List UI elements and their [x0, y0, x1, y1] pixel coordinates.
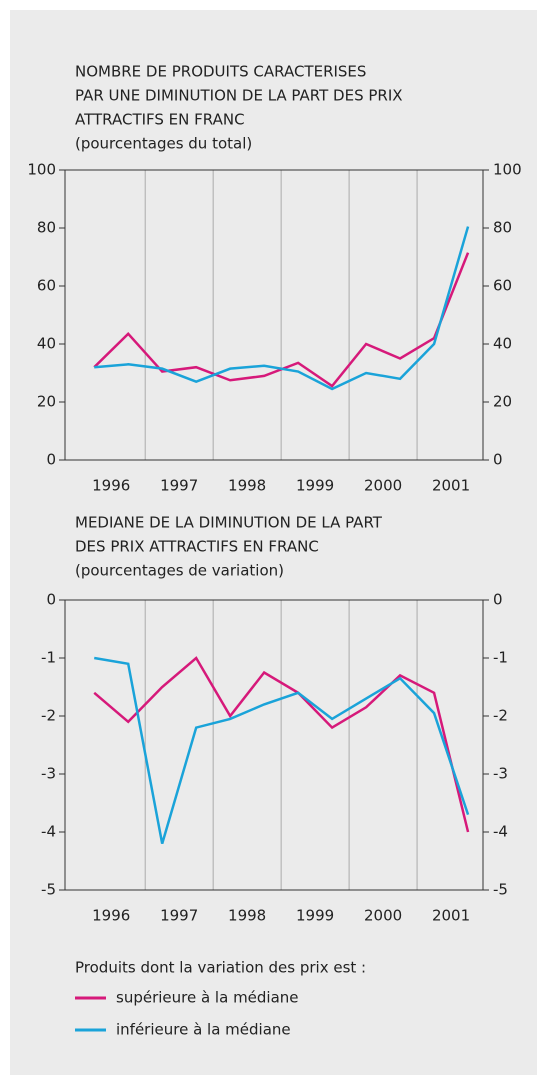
chart-subtitle: (pourcentages du total): [75, 135, 252, 153]
y2-tick-label: 0: [493, 451, 503, 469]
y-tick-label: -4: [41, 823, 56, 841]
y2-tick-label: -2: [493, 707, 508, 725]
y-tick-label: -5: [41, 881, 56, 899]
y2-tick-label: 80: [493, 219, 512, 237]
legend-label: inférieure à la médiane: [116, 1021, 291, 1039]
y2-tick-label: 60: [493, 277, 512, 295]
x-tick-label: 2001: [432, 477, 470, 495]
y-tick-label: 60: [37, 277, 56, 295]
y2-tick-label: 20: [493, 393, 512, 411]
x-tick-label: 1997: [160, 477, 198, 495]
legend-label: supérieure à la médiane: [116, 989, 299, 1007]
plot-frame: [64, 169, 484, 461]
x-tick-label: 1998: [228, 477, 266, 495]
legend-title: Produits dont la variation des prix est …: [75, 959, 366, 977]
y-tick-label: 40: [37, 335, 56, 353]
plot-frame: [64, 599, 484, 891]
x-tick-label: 2000: [364, 907, 402, 925]
y-tick-label: 0: [46, 451, 56, 469]
y-tick-label: 80: [37, 219, 56, 237]
x-tick-label: 1996: [92, 477, 130, 495]
y2-tick-label: -4: [493, 823, 508, 841]
x-tick-label: 1997: [160, 907, 198, 925]
y-tick-label: -3: [41, 765, 56, 783]
x-tick-label: 1998: [228, 907, 266, 925]
y2-tick-label: 40: [493, 335, 512, 353]
chart-title: DES PRIX ATTRACTIFS EN FRANC: [75, 538, 319, 556]
y-tick-label: -2: [41, 707, 56, 725]
y2-tick-label: -3: [493, 765, 508, 783]
y-tick-label: 20: [37, 393, 56, 411]
x-tick-label: 1996: [92, 907, 130, 925]
x-tick-label: 1999: [296, 907, 334, 925]
y-tick-label: -1: [41, 649, 56, 667]
series-line: [93, 656, 470, 833]
y2-tick-label: 0: [493, 591, 503, 609]
x-tick-label: 1999: [296, 477, 334, 495]
chart-subtitle: (pourcentages de variation): [75, 562, 284, 580]
x-tick-label: 2000: [364, 477, 402, 495]
y2-tick-label: 100: [493, 161, 522, 179]
y2-tick-label: -1: [493, 649, 508, 667]
chart-title: NOMBRE DE PRODUITS CARACTERISES: [75, 63, 366, 81]
x-tick-label: 2001: [432, 907, 470, 925]
series-line: [94, 656, 470, 844]
chart-title: ATTRACTIFS EN FRANC: [75, 111, 245, 129]
panel: [10, 10, 537, 1075]
y2-tick-label: -5: [493, 881, 508, 899]
y-tick-label: 100: [27, 161, 56, 179]
chart-title: PAR UNE DIMINUTION DE LA PART DES PRIX: [75, 87, 403, 105]
chart-title: MEDIANE DE LA DIMINUTION DE LA PART: [75, 514, 383, 532]
y-tick-label: 0: [46, 591, 56, 609]
series-line: [94, 226, 470, 391]
